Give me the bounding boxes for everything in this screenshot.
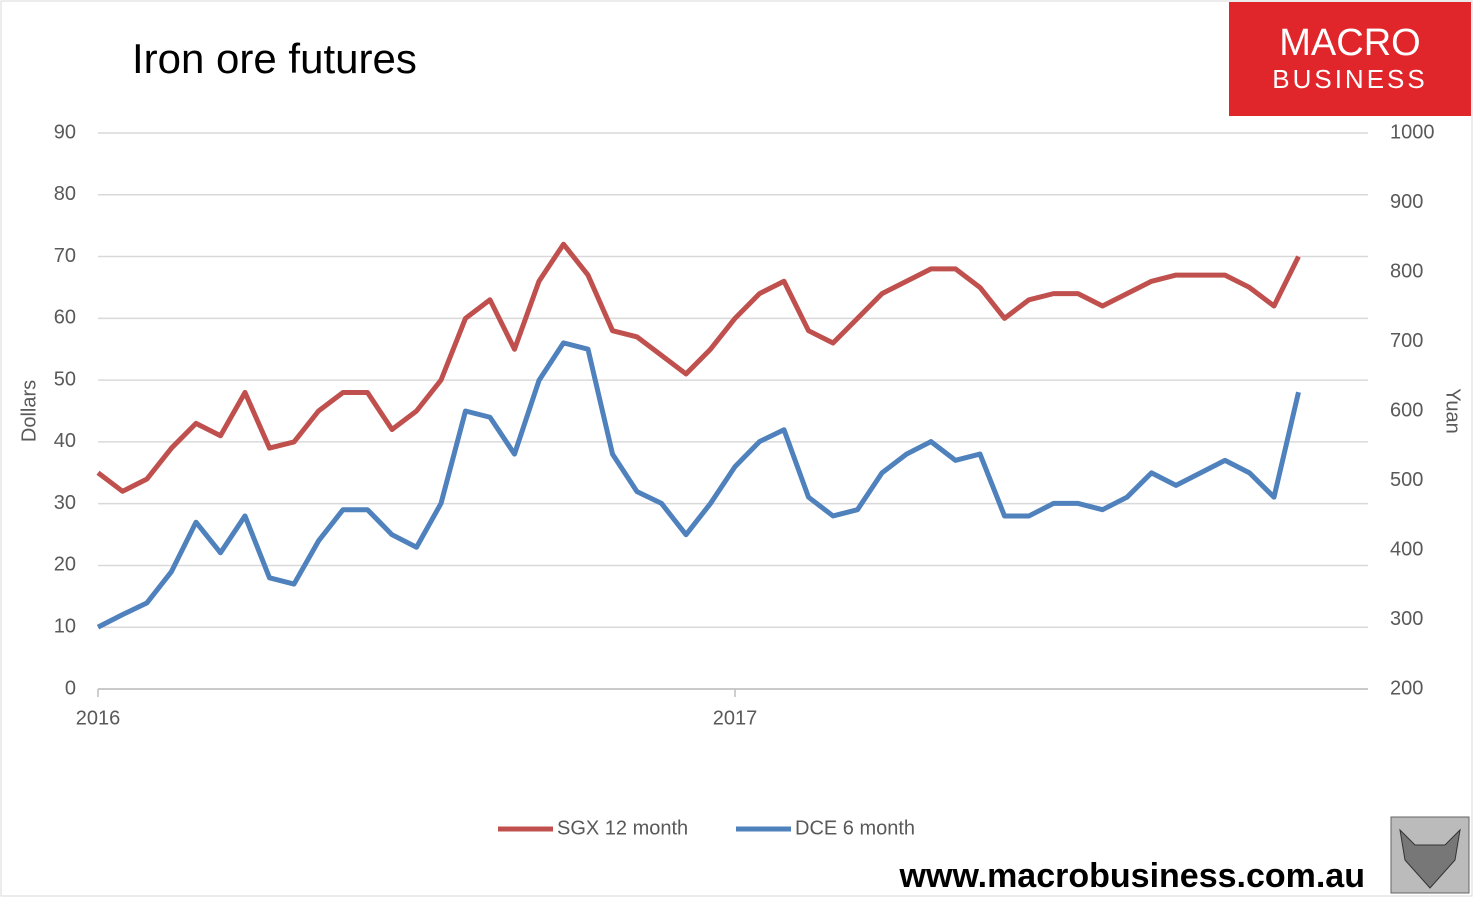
logo-box — [1229, 2, 1471, 116]
y2-tick-label: 900 — [1390, 191, 1423, 213]
y-tick-label: 80 — [54, 183, 76, 205]
y2-tick-label: 300 — [1390, 608, 1423, 630]
logo-text: MACRO — [1279, 22, 1420, 64]
y-tick-label: 50 — [54, 368, 76, 390]
series-line — [96, 340, 1301, 630]
legend-label: DCE 6 month — [795, 817, 915, 839]
y-tick-label: 20 — [54, 554, 76, 576]
fox-icon — [1399, 828, 1461, 889]
y2-tick-label: 800 — [1390, 260, 1423, 282]
x-tick-label: 2017 — [713, 707, 758, 729]
y2-axis-title: Yuan — [1442, 388, 1464, 434]
logo-text: BUSINESS — [1272, 64, 1428, 94]
y2-tick-label: 500 — [1390, 469, 1423, 491]
y-tick-label: 60 — [54, 307, 76, 329]
y-tick-label: 40 — [54, 430, 76, 452]
y2-tick-label: 700 — [1390, 330, 1423, 352]
y-tick-label: 70 — [54, 245, 76, 267]
y2-tick-label: 400 — [1390, 538, 1423, 560]
y-tick-label: 90 — [54, 121, 76, 143]
y2-tick-label: 1000 — [1390, 121, 1435, 143]
footer-url: www.macrobusiness.com.au — [899, 857, 1365, 895]
x-tick-label: 2016 — [76, 707, 121, 729]
y-tick-label: 30 — [54, 492, 76, 514]
y-tick-label: 0 — [65, 677, 76, 699]
legend-label: SGX 12 month — [557, 817, 688, 839]
y-axis-title: Dollars — [18, 380, 40, 442]
series-line — [96, 241, 1301, 494]
y-tick-label: 10 — [54, 616, 76, 638]
y2-tick-label: 600 — [1390, 399, 1423, 421]
y2-tick-label: 200 — [1390, 677, 1423, 699]
chart-title: Iron ore futures — [132, 35, 417, 82]
